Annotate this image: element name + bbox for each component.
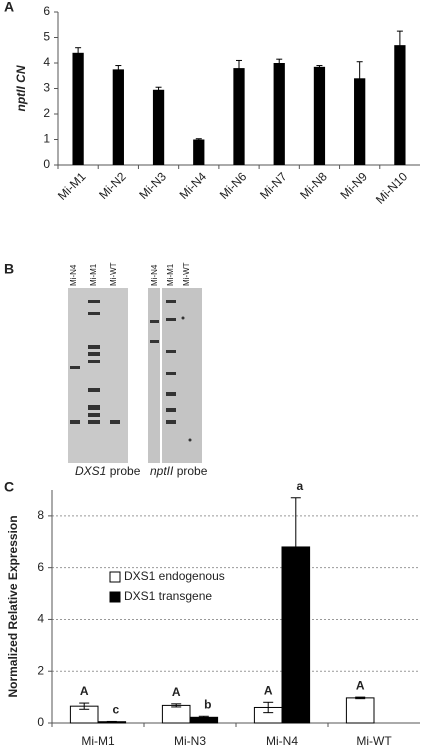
bar <box>161 704 191 724</box>
error-bar <box>155 86 162 93</box>
x-tick-label: Mi-WT <box>356 734 392 748</box>
y-tick-label: 5 <box>43 30 50 44</box>
bar <box>394 45 406 165</box>
bar <box>313 66 326 165</box>
bar <box>112 69 124 165</box>
y-tick-label: 2 <box>43 106 50 120</box>
y-axis-label: Normalized Relative Expression <box>6 515 20 697</box>
error-bar <box>356 61 363 96</box>
x-tick-label: Mi-M1 <box>81 734 115 748</box>
x-tick-label: Mi-M1 <box>55 169 89 203</box>
error-bar <box>115 65 122 74</box>
significance-label: A <box>264 683 273 697</box>
probe-label: DXS1 probe <box>75 464 141 478</box>
x-tick-label: Mi-N3 <box>136 169 169 202</box>
legend-swatch <box>109 591 121 603</box>
y-tick-label: 4 <box>43 55 50 69</box>
blot-images <box>68 288 202 463</box>
lane-label: Mi-M1 <box>166 263 175 286</box>
error-bar <box>79 702 90 710</box>
y-tick-label: 0 <box>37 715 44 729</box>
lane-label: Mi-M1 <box>89 263 98 286</box>
lane-label: Mi-N4 <box>150 264 159 286</box>
bar <box>193 139 205 165</box>
y-tick-label: 2 <box>37 663 44 677</box>
panel-label: C <box>4 479 14 495</box>
x-tick-label: Mi-N6 <box>217 169 250 202</box>
bar <box>273 63 285 165</box>
significance-label: A <box>356 678 365 692</box>
x-tick-label: Mi-N8 <box>297 169 330 202</box>
error-bar <box>236 59 242 77</box>
panel-label: A <box>4 0 14 15</box>
panel-label: B <box>4 261 14 277</box>
x-tick-label: Mi-N4 <box>177 169 210 202</box>
y-axis-label: nptII CN <box>14 65 28 111</box>
y-tick-label: 6 <box>37 560 44 574</box>
significance-label: A <box>80 684 89 698</box>
y-tick-label: 4 <box>37 612 44 626</box>
lane-label: Mi-N4 <box>69 264 78 286</box>
legend-label: DXS1 transgene <box>124 589 212 603</box>
lane-label: Mi-WT <box>182 262 191 286</box>
y-tick-label: 6 <box>43 4 50 18</box>
error-bar <box>396 30 403 60</box>
probe-text: probe <box>177 464 208 478</box>
x-tick-label: Mi-N9 <box>338 169 371 202</box>
lane-label: Mi-WT <box>109 262 118 286</box>
y-tick-label: 1 <box>43 132 50 146</box>
probe-label: nptII probe <box>150 464 208 478</box>
significance-label: A <box>172 685 181 699</box>
significance-label: a <box>296 479 303 493</box>
significance-label: b <box>204 697 211 711</box>
x-tick-label: Mi-N2 <box>96 169 129 202</box>
y-tick-label: 8 <box>37 508 44 522</box>
probe-gene: DXS1 <box>75 464 106 478</box>
bar <box>152 89 165 165</box>
error-bar <box>106 720 117 723</box>
legend-swatch <box>109 571 121 583</box>
error-bar <box>198 715 209 719</box>
x-tick-label: Mi-N7 <box>257 169 290 202</box>
y-tick-label: 0 <box>43 157 50 171</box>
bar <box>345 697 375 724</box>
x-tick-label: Mi-N4 <box>266 734 298 748</box>
probe-text: probe <box>110 464 141 478</box>
error-bar <box>276 58 283 68</box>
legend-label: DXS1 endogenous <box>124 569 225 583</box>
bar <box>233 68 245 165</box>
bar <box>72 52 84 165</box>
error-bar <box>355 696 366 700</box>
bar <box>354 78 366 165</box>
x-tick-label: Mi-N3 <box>174 734 206 748</box>
error-bar <box>316 65 323 69</box>
error-bar <box>171 703 182 708</box>
error-bar <box>75 47 82 59</box>
x-tick-label: Mi-N10 <box>373 169 410 206</box>
y-tick-label: 3 <box>43 81 50 95</box>
error-bar <box>195 138 202 141</box>
significance-label: c <box>112 703 119 717</box>
error-bar <box>263 701 274 714</box>
probe-gene: nptII <box>150 464 174 478</box>
error-bar <box>290 497 301 597</box>
